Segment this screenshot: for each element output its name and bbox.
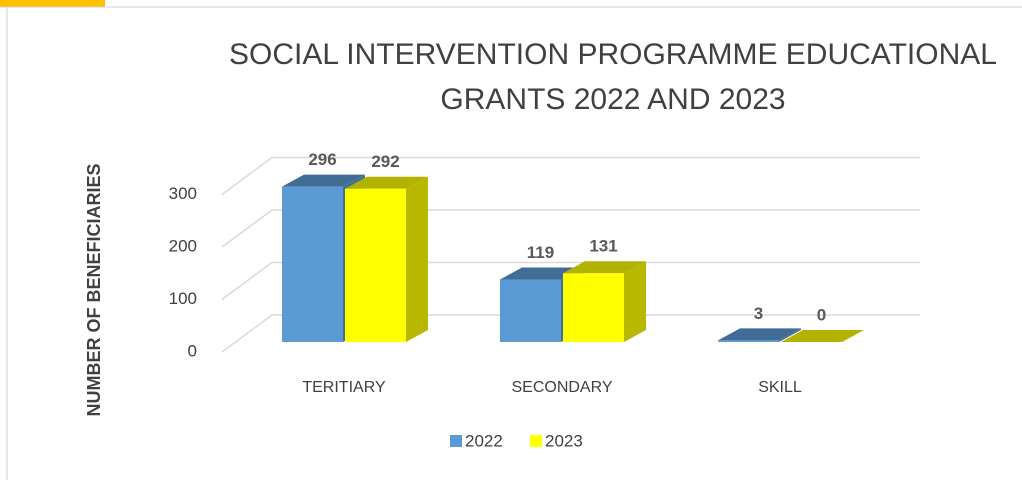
- value-label: 292: [371, 152, 399, 171]
- grid-line: [221, 261, 920, 301]
- bar-side: [779, 328, 801, 342]
- bar: [282, 186, 343, 342]
- grid-line: [221, 209, 920, 248]
- y-tick-label: 100: [169, 289, 197, 308]
- bar-top: [563, 261, 646, 274]
- legend-swatch: [530, 435, 542, 447]
- value-label: 119: [527, 243, 554, 262]
- bar: [345, 188, 406, 342]
- bar-side: [624, 261, 646, 342]
- chart-title: SOCIAL INTERVENTION PROGRAMME EDUCATIONA…: [229, 38, 997, 71]
- bar-top: [781, 330, 864, 342]
- y-tick-label: 200: [169, 236, 197, 255]
- legend-swatch: [450, 435, 462, 447]
- bar-top: [718, 328, 801, 341]
- legend-label: 2022: [465, 431, 503, 450]
- bar-top: [345, 176, 428, 189]
- value-label: 3: [754, 304, 763, 323]
- value-label: 0: [817, 305, 826, 324]
- y-tick-label: 300: [169, 184, 197, 203]
- bar: [500, 279, 561, 342]
- chart-title: GRANTS 2022 AND 2023: [440, 83, 785, 116]
- x-tick-label: TERITIARY: [302, 379, 386, 396]
- bar-top: [282, 174, 365, 187]
- bar-top: [500, 267, 583, 280]
- x-tick-label: SKILL: [758, 379, 802, 396]
- grid-line: [221, 156, 920, 196]
- legend-label: 2023: [545, 431, 583, 450]
- bar: [563, 273, 624, 342]
- value-label: 131: [589, 237, 617, 256]
- y-tick-label: 0: [188, 341, 197, 360]
- x-tick-label: SECONDARY: [511, 379, 612, 396]
- header-tab: [0, 0, 105, 7]
- bar-side: [406, 176, 428, 342]
- value-label: 296: [308, 150, 336, 169]
- grid-line: [221, 314, 920, 353]
- y-axis-label: NUMBER OF BENEFICIARIES: [84, 163, 104, 416]
- bar: [718, 340, 779, 342]
